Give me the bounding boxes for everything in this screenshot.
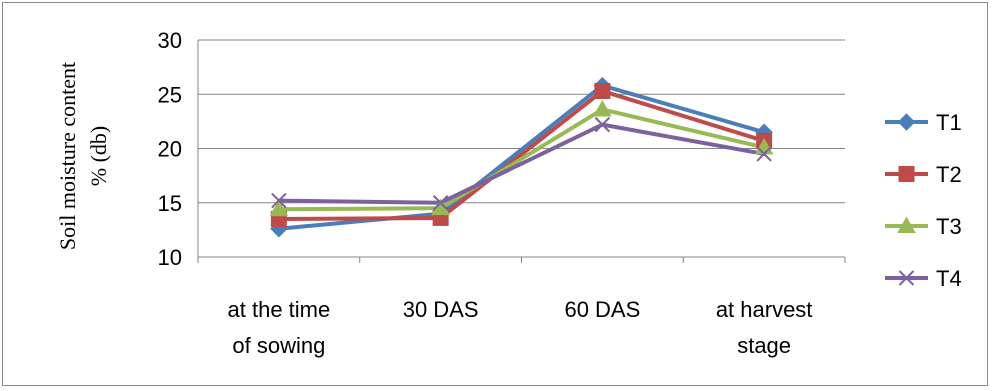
- legend-label-t2: T2: [936, 162, 962, 187]
- y-tick-label: 20: [158, 137, 182, 162]
- y-tick-label: 10: [158, 245, 182, 270]
- data-point-t4: [271, 192, 287, 209]
- series-line-t2: [276, 88, 767, 222]
- y-tick-label: 25: [158, 82, 182, 107]
- data-point-t4: [756, 146, 772, 162]
- legend-marker-t3: [897, 216, 916, 233]
- legend-marker-t2: [898, 166, 915, 182]
- series-line-t4: [276, 122, 767, 205]
- legend-marker-t1: [897, 113, 916, 131]
- y-axis-label: Soil moisture content: [55, 62, 80, 250]
- legend-marker-t4: [898, 270, 915, 286]
- data-point-t4: [432, 195, 449, 211]
- chart-frame: [2, 2, 988, 386]
- data-point-t3: [269, 199, 289, 217]
- x-tick-label: at the time: [228, 297, 331, 322]
- legend-label-t1: T1: [936, 110, 962, 135]
- legend-label-t3: T3: [936, 214, 962, 239]
- series-line-t1: [276, 83, 767, 231]
- y-axis-label: % (db): [86, 126, 111, 186]
- series-line-t3: [276, 107, 767, 212]
- y-tick-label: 15: [158, 191, 182, 216]
- x-tick-label: 30 DAS: [403, 297, 479, 322]
- x-tick-label: stage: [737, 333, 791, 358]
- legend-label-t4: T4: [936, 266, 962, 291]
- y-tick-label: 30: [158, 28, 182, 53]
- data-point-t3: [593, 99, 612, 117]
- data-point-t2: [594, 82, 611, 99]
- x-tick-label: of sowing: [232, 333, 325, 358]
- x-tick-label: 60 DAS: [564, 297, 640, 322]
- data-point-t4: [594, 116, 611, 133]
- x-tick-label: at harvest: [716, 297, 813, 322]
